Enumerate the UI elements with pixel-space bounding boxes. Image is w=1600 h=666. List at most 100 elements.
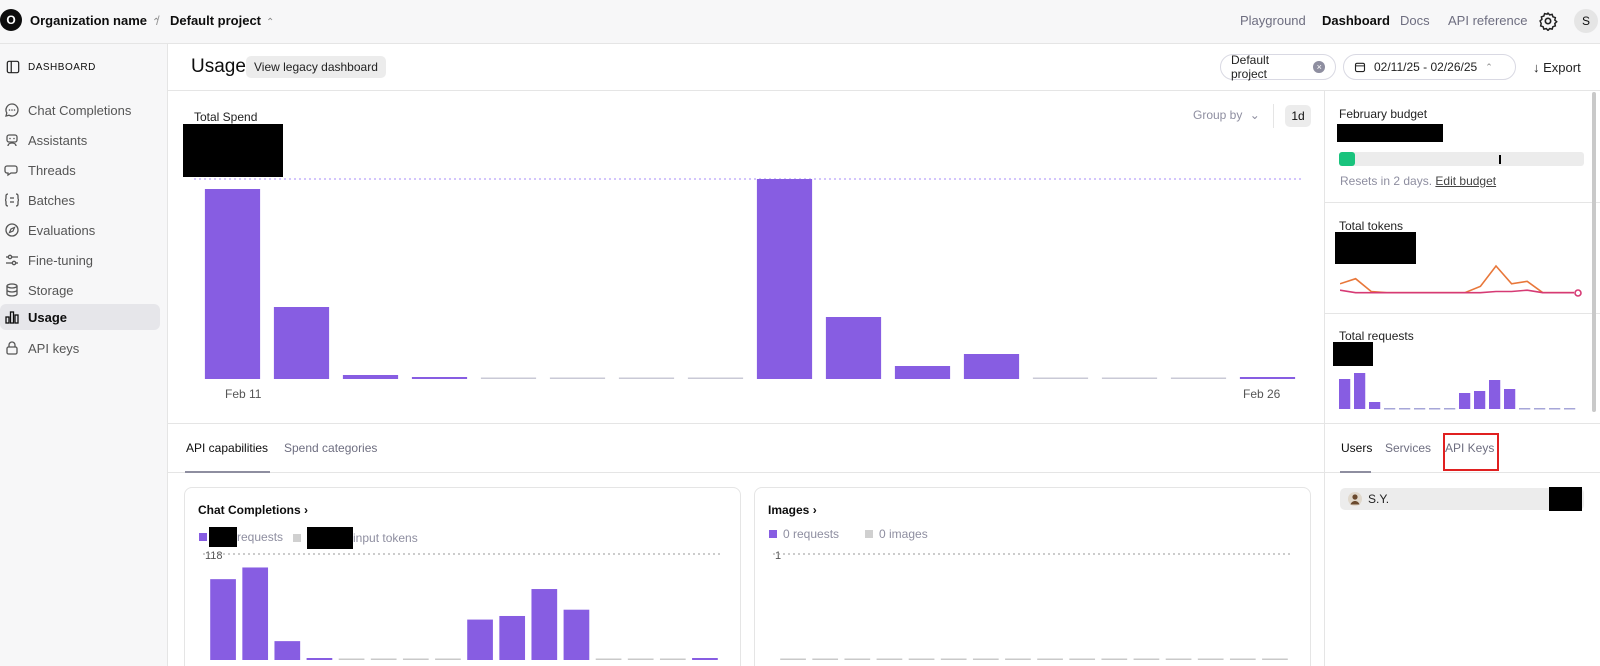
toolbar-divider (1273, 104, 1274, 128)
user-avatar[interactable]: S (1574, 9, 1598, 33)
chart-bar (1369, 402, 1381, 409)
chart-bar (1239, 377, 1296, 379)
sidebar-toggle-icon[interactable] (6, 60, 20, 74)
sidebar-item-storage[interactable]: Storage (0, 277, 160, 303)
series-line (1340, 289, 1574, 294)
legend-requests: 0 requests (769, 527, 839, 541)
nav-dashboard[interactable]: Dashboard (1322, 13, 1390, 28)
chart-bar (1474, 391, 1486, 409)
sidebar-item-batches[interactable]: Batches (0, 187, 160, 213)
chart-bar (825, 317, 882, 379)
redacted-token-count (307, 527, 353, 549)
chart-bar (274, 641, 301, 660)
sidebar-item-api-keys[interactable]: API keys (0, 335, 160, 361)
user-name: S.Y. (1368, 492, 1390, 506)
sidebar-item-fine-tuning[interactable]: Fine-tuning (0, 247, 160, 273)
chevron-updown-icon: ⌃ (266, 17, 275, 28)
chart-bar (435, 658, 461, 660)
redacted-budget-value (1337, 124, 1443, 142)
nav-playground[interactable]: Playground (1240, 13, 1306, 28)
chart-bar (1262, 658, 1288, 660)
chart-bar (1170, 377, 1227, 379)
lock-icon (6, 341, 18, 355)
sidebar-item-label: Threads (28, 162, 76, 178)
series-line (1340, 264, 1574, 294)
assistant-icon (6, 134, 18, 147)
sidebar-item-label: Usage (28, 309, 68, 325)
images-card[interactable]: Images › 0 requests 0 images 1 (754, 487, 1311, 666)
requests-title: Total requests (1339, 329, 1414, 343)
arrow-down-icon: ↓ (1533, 60, 1540, 75)
export-label: Export (1543, 60, 1581, 75)
chart-bar (1444, 408, 1456, 410)
nav-api-reference[interactable]: API reference (1448, 13, 1528, 28)
chart-bar (370, 658, 397, 660)
chart-bar (687, 377, 744, 379)
page-title: Usage (191, 56, 246, 77)
project-name: Default project (170, 13, 262, 28)
chart-bar (1459, 393, 1471, 409)
chart-bar (1549, 408, 1561, 410)
sidebar-item-threads[interactable]: Threads (0, 157, 160, 183)
export-button[interactable]: ↓ Export (1533, 60, 1581, 75)
sidebar-header[interactable]: DASHBOARD (6, 60, 96, 74)
card-title-label: Images (768, 503, 810, 517)
tab-users[interactable]: Users (1341, 441, 1373, 455)
tab-api-keys[interactable]: API Keys (1445, 441, 1495, 455)
chevron-updown-icon: ⌃ (152, 17, 161, 28)
scrollbar[interactable] (1592, 92, 1596, 412)
org-switcher[interactable]: Organization name ⌃ (30, 13, 160, 28)
sidebar-item-chat-completions[interactable]: Chat Completions (0, 97, 160, 123)
fine-tuning-icon (6, 254, 18, 266)
chevron-right-icon: › (812, 503, 817, 517)
edit-budget-link[interactable]: Edit budget (1435, 174, 1497, 188)
user-row[interactable]: S.Y. (1340, 488, 1584, 510)
clear-icon[interactable]: × (1313, 61, 1325, 73)
chart-bar (402, 658, 429, 660)
sidebar-item-assistants[interactable]: Assistants (0, 127, 160, 153)
legend-images: 0 images (865, 527, 928, 541)
x-tick-end: Feb 26 (1243, 387, 1281, 401)
batches-icon (4, 193, 20, 207)
group-by-dropdown[interactable]: Group by ⌄ (1193, 108, 1260, 122)
storage-icon (6, 283, 18, 297)
chart-bar (1414, 408, 1426, 410)
date-range-picker[interactable]: 02/11/25 - 02/26/25 ⌃ (1343, 54, 1516, 80)
chart-bar (1229, 658, 1256, 660)
requests-divider (1324, 423, 1600, 424)
y-max-label: 1 (775, 550, 782, 562)
chart-bar (242, 567, 269, 660)
threads-icon (4, 165, 18, 177)
redacted-user-spend (1549, 487, 1582, 511)
card-title[interactable]: Images › (768, 503, 817, 517)
tab-services[interactable]: Services (1385, 441, 1432, 455)
budget-threshold-marker (1499, 155, 1502, 164)
card-title[interactable]: Chat Completions › (198, 503, 308, 517)
chart-bar (204, 189, 261, 379)
chart-bar (692, 658, 718, 660)
view-legacy-dashboard-button[interactable]: View legacy dashboard (246, 56, 386, 78)
tokens-divider (1324, 313, 1600, 314)
sidebar-item-usage[interactable]: Usage (0, 304, 160, 330)
tab-active-indicator (1340, 471, 1371, 473)
project-switcher[interactable]: Default project ⌃ (170, 13, 274, 28)
tabs-divider (168, 472, 1600, 473)
project-filter[interactable]: Default project × (1220, 53, 1336, 81)
chart-bar (908, 658, 935, 660)
tab-api-capabilities[interactable]: API capabilities (186, 441, 269, 455)
tokens-sparkline (1340, 264, 1582, 297)
chat-completions-chart (203, 553, 721, 660)
nav-docs[interactable]: Docs (1400, 13, 1430, 28)
interval-button[interactable]: 1d (1285, 105, 1311, 127)
tab-spend-categories[interactable]: Spend categories (284, 441, 378, 455)
chart-bar (1197, 658, 1224, 660)
sidebar-item-evaluations[interactable]: Evaluations (0, 217, 160, 243)
legend-swatch (199, 533, 207, 541)
chat-completions-card[interactable]: Chat Completions › requests input tokens… (184, 487, 741, 666)
sidebar-item-label: API keys (28, 340, 80, 356)
legend-swatch (293, 534, 301, 542)
legend-label: input tokens (353, 531, 418, 545)
org-avatar[interactable]: O (0, 9, 22, 31)
gear-icon[interactable] (1538, 11, 1558, 31)
legend-label: requests (237, 530, 284, 544)
